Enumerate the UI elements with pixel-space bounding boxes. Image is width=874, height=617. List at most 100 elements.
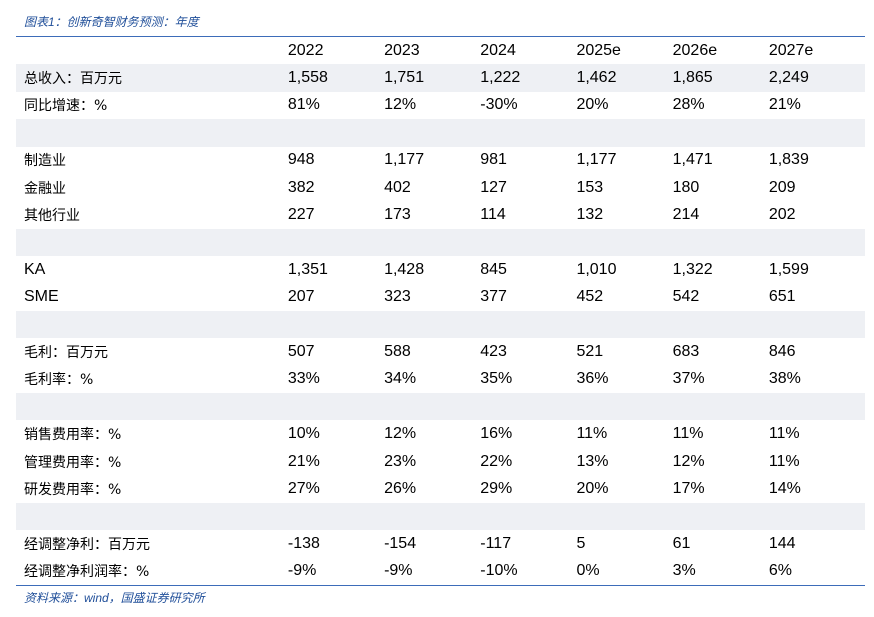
value-cell: 38% (768, 370, 801, 388)
value-cell: 1,751 (384, 69, 425, 87)
value-cell: 521 (576, 342, 604, 360)
value-cell: 1,839 (768, 151, 809, 169)
value-cell: 1,322 (672, 260, 713, 278)
value-cell: -138 (287, 534, 320, 552)
value-cell: 207 (287, 288, 315, 306)
value-cell: 1,177 (576, 151, 617, 169)
spacer-row (16, 119, 865, 147)
value-cell: -117 (480, 534, 512, 552)
value-cell: 846 (768, 342, 796, 360)
row-label: 总收入：百万元 (24, 71, 122, 88)
value-cell: 22% (480, 452, 513, 470)
value-cell: 6% (768, 562, 792, 580)
value-cell: 12% (384, 96, 417, 114)
spacer-row (16, 393, 865, 421)
value-cell: 382 (287, 178, 315, 196)
value-cell: 1,177 (384, 151, 425, 169)
value-cell: 21% (768, 96, 801, 114)
value-cell: 3% (672, 562, 696, 580)
row-label: 毛利率：% (24, 372, 94, 389)
value-cell: 12% (384, 425, 417, 443)
value-cell: 29% (480, 479, 513, 497)
value-cell: 1,462 (576, 69, 617, 87)
table-row: 同比增速：% 81% 12% -30% 20% 28% 21% (16, 92, 865, 119)
value-cell: 11% (576, 425, 608, 443)
value-cell: 214 (672, 206, 700, 224)
value-cell: -154 (384, 534, 417, 552)
value-cell: 1,428 (384, 260, 425, 278)
value-cell: 1,865 (672, 69, 713, 87)
value-cell: 1,222 (480, 69, 521, 87)
table-row: 经调整净利润率：% -9% -9% -10% 0% 3% 6% (16, 557, 865, 584)
value-cell: 209 (768, 178, 796, 196)
row-label: SME (24, 288, 59, 306)
table-row: 经调整净利：百万元 -138 -154 -117 5 61 144 (16, 530, 865, 557)
value-cell: 132 (576, 206, 604, 224)
table-row: 销售费用率：% 10% 12% 16% 11% 11% 11% (16, 420, 865, 447)
value-cell: 683 (672, 342, 700, 360)
value-cell: 34% (384, 370, 417, 388)
value-cell: 1,599 (768, 260, 809, 278)
value-cell: -10% (480, 562, 518, 580)
row-label: 毛利：百万元 (24, 344, 108, 361)
value-cell: 981 (480, 151, 507, 169)
figure-title: 图表1：创新奇智财务预测：年度 (24, 15, 199, 29)
value-cell: 377 (480, 288, 507, 306)
value-cell: 0% (576, 562, 600, 580)
source-note: 资料来源：wind，国盛证券研究所 (24, 591, 205, 605)
header-year: 2025e (576, 41, 621, 59)
value-cell: 402 (384, 178, 411, 196)
table-row: 总收入：百万元 1,558 1,751 1,222 1,462 1,865 2,249 (16, 64, 865, 92)
value-cell: 36% (576, 370, 609, 388)
table-row: 毛利：百万元 507 588 423 521 683 846 (16, 338, 865, 365)
value-cell: -9% (287, 562, 317, 580)
row-label: 金融业 (24, 180, 66, 197)
spacer-row (16, 310, 865, 339)
value-cell: 26% (384, 479, 417, 497)
value-cell: 5 (576, 534, 586, 552)
value-cell: 323 (384, 288, 411, 306)
value-cell: 948 (287, 151, 315, 169)
table-row: KA 1,351 1,428 845 1,010 1,322 1,599 (16, 256, 865, 283)
value-cell: 37% (672, 370, 705, 388)
value-cell: 651 (768, 288, 796, 306)
spacer-row (16, 228, 865, 257)
header-year: 2024 (480, 41, 516, 59)
row-label: 经调整净利：百万元 (24, 536, 150, 553)
row-label: 销售费用率：% (24, 427, 122, 444)
header-year: 2027e (768, 41, 814, 59)
header-year: 2023 (384, 41, 420, 59)
row-label: 经调整净利润率：% (24, 564, 150, 581)
table-header-row: 2022 2023 2024 2025e 2026e 2027e (16, 37, 865, 64)
value-cell: 20% (576, 479, 609, 497)
value-cell: 61 (672, 534, 691, 552)
value-cell: 35% (480, 370, 513, 388)
value-cell: 2,249 (768, 69, 809, 87)
row-label: 研发费用率：% (24, 481, 122, 498)
table-row: 制造业 948 1,177 981 1,177 1,471 1,839 (16, 147, 865, 174)
value-cell: 180 (672, 178, 700, 196)
value-cell: 12% (672, 452, 705, 470)
value-cell: -9% (384, 562, 413, 580)
value-cell: 27% (287, 479, 320, 497)
value-cell: 23% (384, 452, 417, 470)
value-cell: 845 (480, 260, 507, 278)
value-cell: -30% (480, 96, 518, 114)
table-row: 金融业 382 402 127 153 180 209 (16, 174, 865, 201)
value-cell: 28% (672, 96, 705, 114)
table-row: 毛利率：% 33% 34% 35% 36% 37% 38% (16, 366, 865, 393)
row-label: 同比增速：% (24, 98, 108, 115)
value-cell: 1,351 (287, 260, 328, 278)
value-cell: 144 (768, 534, 796, 552)
table-row: 管理费用率：% 21% 23% 22% 13% 12% 11% (16, 448, 865, 475)
value-cell: 1,010 (576, 260, 617, 278)
header-year: 2026e (672, 41, 718, 59)
table-row: 其他行业 227 173 114 132 214 202 (16, 201, 865, 228)
value-cell: 11% (768, 452, 800, 470)
value-cell: 81% (287, 96, 320, 114)
table-row: 研发费用率：% 27% 26% 29% 20% 17% 14% (16, 475, 865, 502)
value-cell: 127 (480, 178, 507, 196)
spacer-row (16, 502, 865, 531)
row-label: KA (24, 260, 46, 278)
forecast-table: 2022 2023 2024 2025e 2026e 2027e 总收入：百万元… (16, 36, 865, 586)
